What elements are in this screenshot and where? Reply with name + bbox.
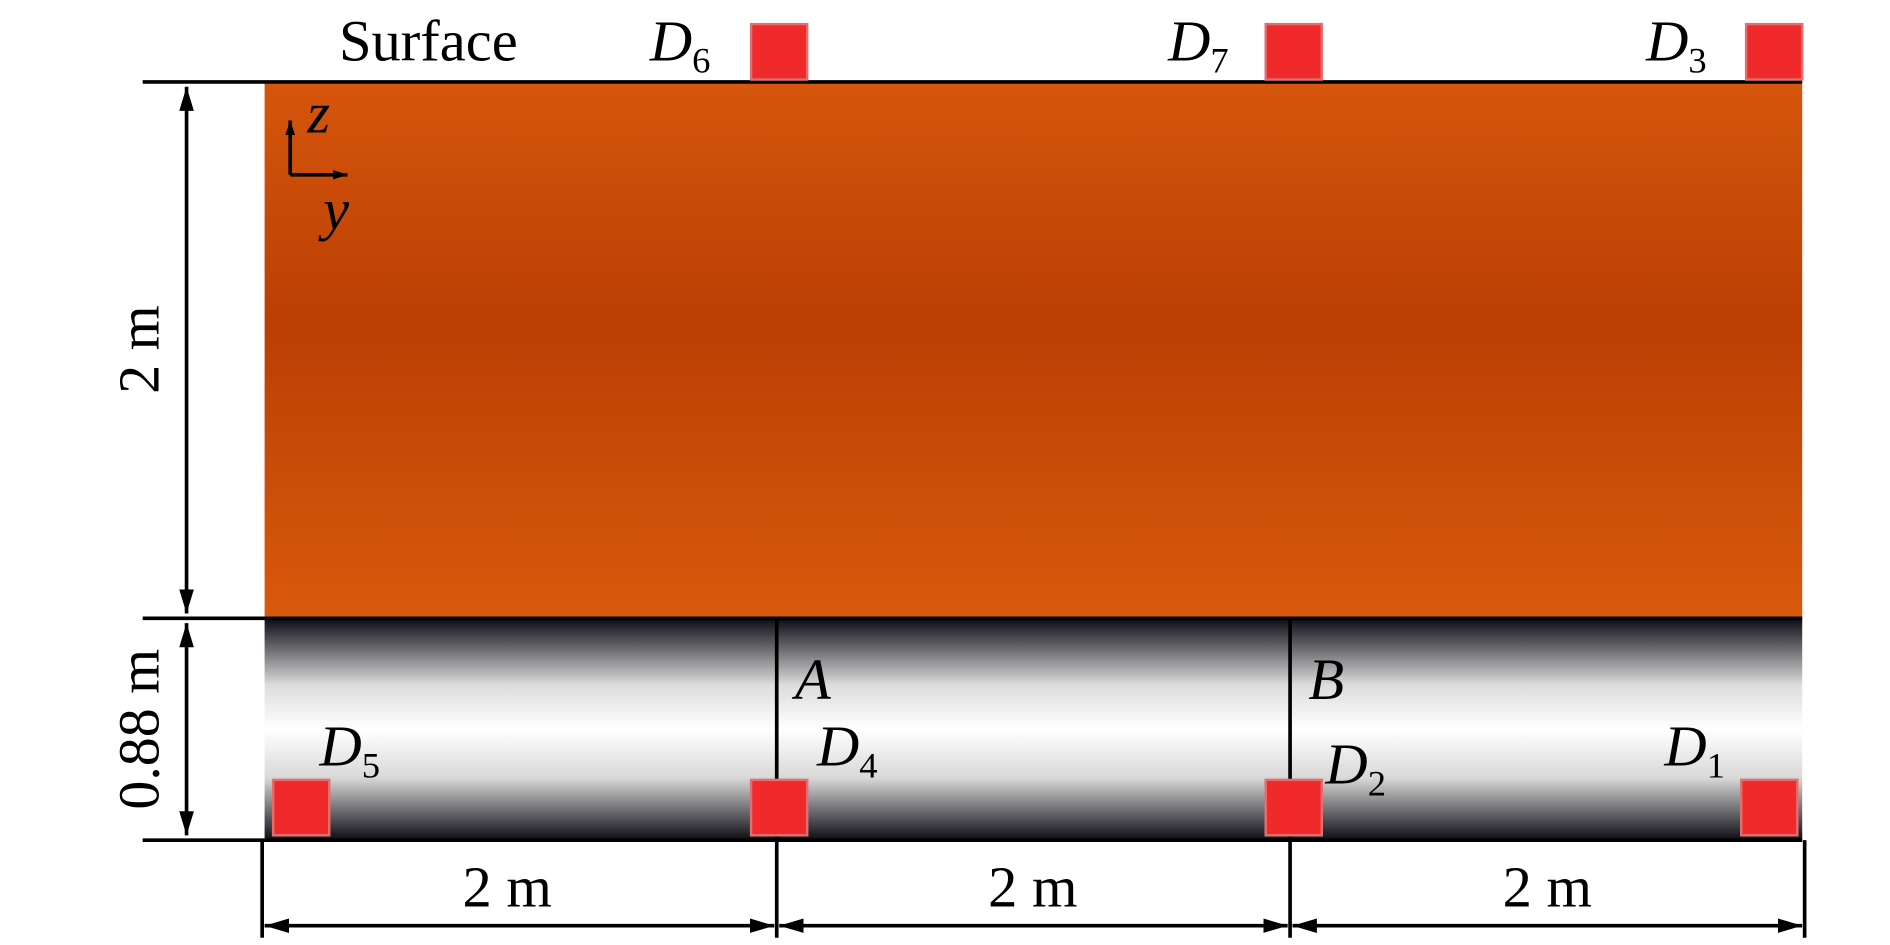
point-label: A [791, 647, 831, 712]
sensor-index: 1 [1707, 746, 1725, 786]
sensor-letter: D [318, 714, 361, 779]
axis-label: y [318, 177, 349, 242]
sensor-label: D4 [816, 714, 878, 786]
sensor-label: D3 [1645, 9, 1707, 81]
lines [142, 80, 1807, 938]
axis-label: z [306, 81, 330, 146]
dimension-label: 2 m [1503, 855, 1592, 920]
sensor-letter: D [1645, 9, 1688, 74]
sensors [271, 22, 1804, 837]
sensor-label: D5 [318, 714, 380, 786]
sensor-label: D1 [1663, 714, 1725, 786]
sensor-letter: D [816, 714, 859, 779]
sensor-index: 6 [692, 41, 710, 81]
dimension-label: 2 m [988, 855, 1077, 920]
sensor-index: 5 [362, 746, 380, 786]
sensor-label: D2 [1324, 732, 1386, 804]
sensor-letter: D [1167, 9, 1210, 74]
dimension-label: 0.88 m [106, 649, 171, 810]
sensor-index: 3 [1688, 41, 1706, 81]
tunnel [264, 618, 1803, 841]
sensor-label: D6 [649, 9, 711, 81]
surface-label: Surface [339, 9, 518, 74]
sensor-label: D7 [1167, 9, 1229, 81]
dimension-label: 2 m [106, 305, 171, 393]
dimension-label: 2 m [463, 855, 552, 920]
point-label: B [1308, 647, 1344, 712]
sensor-index: 7 [1210, 41, 1228, 81]
sensor-letter: D [1663, 714, 1706, 779]
sensor-index: 4 [859, 746, 877, 786]
sensor-letter: D [1324, 732, 1367, 797]
sensor-letter: D [649, 9, 692, 74]
soil [264, 81, 1803, 619]
sensor-index: 2 [1368, 764, 1386, 804]
